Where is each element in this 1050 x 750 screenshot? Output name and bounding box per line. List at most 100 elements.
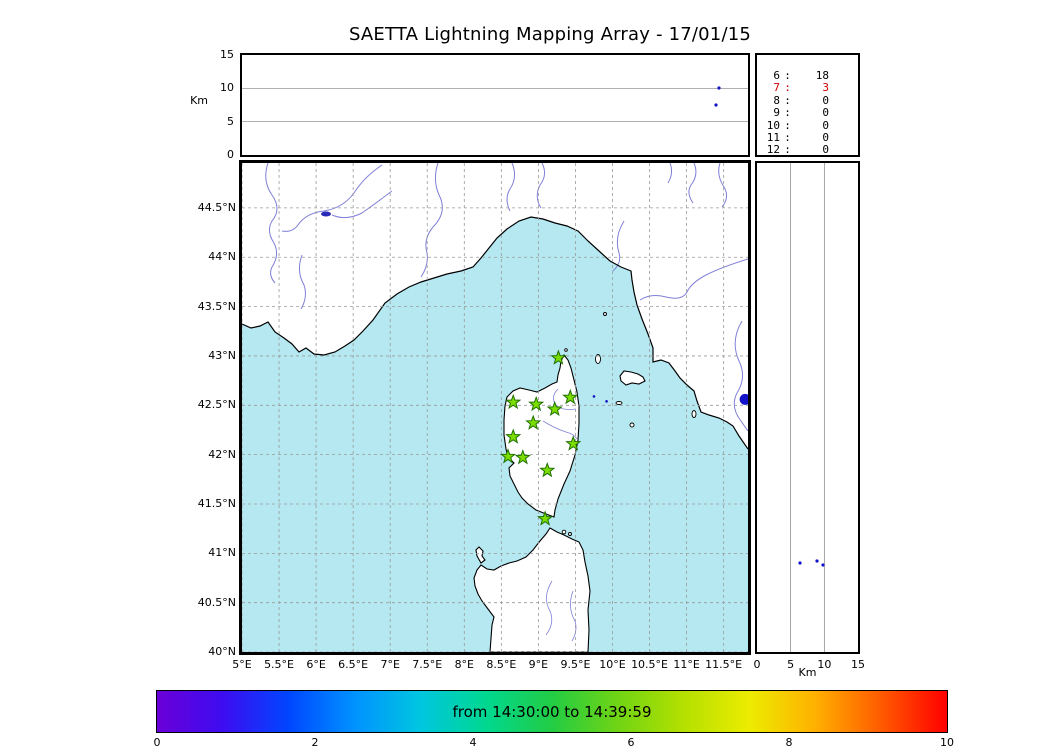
pianosa-island: [615, 401, 623, 405]
river: [298, 254, 306, 310]
gorgona-island: [603, 312, 607, 316]
station-count-row: 12: 0: [757, 143, 858, 157]
mainland-coastline: [242, 216, 748, 450]
right-panel-source-dots: [798, 559, 825, 567]
station-count: 0: [822, 143, 829, 157]
source-dot: [717, 86, 721, 90]
river: [420, 163, 443, 278]
station-count-row: 6: 18: [757, 69, 858, 82]
station-count: 3: [822, 81, 829, 95]
source-dot: [815, 559, 819, 563]
top-km-tick-label: 0: [227, 148, 234, 161]
river: [667, 163, 673, 184]
river: [545, 580, 553, 636]
station-count: 0: [822, 118, 829, 132]
lma-station-star: [525, 414, 542, 430]
lightning-source-dot: [592, 395, 596, 398]
river: [612, 220, 625, 272]
river: [733, 320, 748, 432]
lon-tick-label: 5.5°E: [264, 658, 295, 671]
station-id: 12: [766, 143, 780, 157]
river: [281, 164, 383, 232]
station-count-row: 7: 3: [757, 81, 858, 95]
lon-tick-label: 11.5°E: [705, 658, 743, 671]
map-panel: [239, 160, 751, 655]
lon-tick-label: 11°E: [673, 658, 700, 671]
altitude-time-plot: [242, 86, 748, 123]
time-colorbar: from 14:30:00 to 14:39:59: [156, 690, 948, 733]
station-id: 9: [773, 106, 780, 120]
right-km-tick-label: 5: [787, 658, 795, 671]
lma-station-star: [537, 510, 554, 526]
altitude-latitude-panel: [755, 161, 860, 654]
right-km-tick-label: 0: [753, 658, 761, 671]
lon-tick-label: 9°E: [528, 658, 549, 671]
islands-group: [473, 353, 646, 652]
station-id: 10: [766, 118, 780, 132]
montecristo-island: [629, 422, 635, 428]
colorbar-tick-label: 4: [469, 736, 477, 749]
giglio-island: [691, 410, 697, 418]
lma-station-star: [514, 449, 531, 465]
right-km-tick-label: 10: [817, 658, 832, 671]
top-panel-gridlines: [242, 87, 748, 123]
lightning-sources: [592, 393, 748, 405]
figure-title: SAETTA Lightning Mapping Array - 17/01/1…: [348, 24, 752, 45]
separator: :: [784, 93, 791, 107]
lma-station-star: [500, 448, 517, 464]
lon-tick-label: 6°E: [306, 658, 326, 671]
river: [542, 420, 578, 440]
capraia-island: [595, 354, 601, 364]
river: [570, 590, 577, 642]
lma-stations: [500, 349, 582, 526]
river: [688, 163, 697, 204]
lon-tick-label: 8°E: [454, 658, 475, 671]
right-km-tick-label: 15: [851, 658, 865, 671]
top-km-tick-label: 10: [220, 81, 234, 95]
river: [639, 258, 748, 301]
lon-tick-label: 8.5°E: [486, 658, 517, 671]
lon-tick-label: 7.5°E: [412, 658, 443, 671]
lat-tick-label: 41.5°N: [197, 497, 236, 510]
lma-station-star: [562, 388, 579, 405]
lma-station-star: [539, 462, 556, 478]
lon-tick-label: 10.5°E: [631, 658, 669, 671]
lma-station-star: [546, 400, 563, 417]
lat-tick-label: 43°N: [208, 348, 236, 362]
river: [331, 190, 393, 219]
lightning-source-dot: [739, 393, 748, 405]
islets-group: [561, 312, 697, 536]
top-panel-source-dots: [714, 86, 721, 107]
station-id: 6: [773, 69, 780, 82]
separator: :: [784, 106, 791, 120]
separator: :: [784, 81, 791, 95]
colorbar-tick-label: 8: [785, 736, 793, 749]
colorbar-label: from 14:30:00 to 14:39:59: [452, 702, 652, 721]
station-count-row: 10: 0: [757, 118, 858, 132]
river: [506, 163, 516, 212]
station-count-row: 8: 0: [757, 93, 858, 107]
station-id: 8: [773, 93, 780, 107]
lma-station-star: [550, 349, 567, 365]
station-id: 11: [766, 131, 780, 145]
station-count: 0: [822, 93, 829, 107]
colorbar-tick-label: 6: [627, 736, 635, 749]
right-km-axis-label: Km: [798, 666, 817, 679]
separator: :: [784, 143, 791, 157]
giraglia-islet: [564, 348, 568, 352]
colorbar-tick-label: 10: [940, 736, 954, 749]
corsica-island: [503, 353, 580, 518]
map-gridlines: [242, 163, 748, 652]
separator: :: [784, 69, 791, 82]
asinara-island: [475, 546, 486, 564]
lma-station-star: [505, 393, 522, 410]
source-dot: [821, 563, 825, 567]
lat-tick-label: 41°N: [208, 546, 236, 560]
lon-tick-label: 9.5°E: [560, 658, 591, 671]
lma-station-star: [565, 435, 582, 451]
lat-tick-label: 42°N: [208, 447, 236, 461]
station-count-rows: 6: 18 7: 3 8: 0 9: 0 10: 0 11: 0 12: 0: [757, 55, 858, 157]
lat-tick-label: 40.5°N: [197, 595, 236, 609]
top-km-tick-label: 15: [220, 48, 234, 61]
